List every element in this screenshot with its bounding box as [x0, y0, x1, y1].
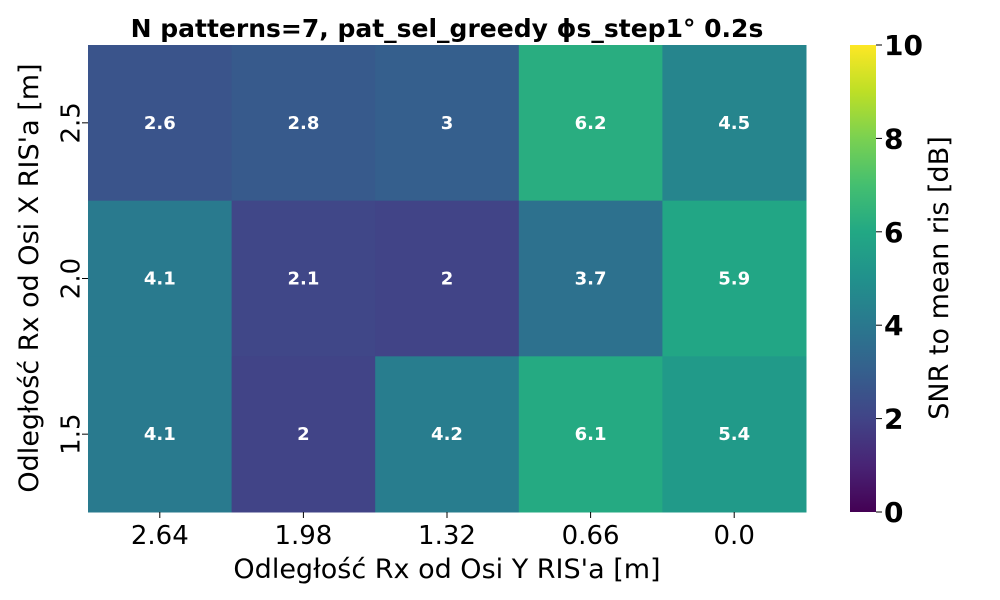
- cell-value-label: 6.2: [575, 113, 607, 134]
- x-axis-ticks: 2.64 1.98 1.32 0.66 0.0: [131, 512, 755, 551]
- cell-value-label: 4.5: [718, 113, 750, 134]
- heatmap-cell: [662, 200, 807, 357]
- chart-title: N patterns=7, pat_sel_greedy ϕs_step1° 0…: [131, 14, 764, 43]
- colorbar-tick-label: 6: [884, 216, 903, 249]
- y-tick-label: 2.0: [57, 258, 87, 299]
- y-tick-label: 2.5: [57, 102, 87, 143]
- heatmap-cells: 2.6 2.8 3 6.2 4.5 4.1 2.1 2 3.7 5.9 4.1 2 4.2 6.1 5.4: [88, 45, 807, 513]
- colorbar: [850, 45, 876, 512]
- cell-value-label: 3: [441, 113, 454, 134]
- x-tick-label: 1.98: [274, 521, 332, 551]
- cell-value-label: 3.7: [575, 269, 607, 290]
- x-tick-label: 1.32: [418, 521, 476, 551]
- heatmap-cell: [88, 200, 233, 357]
- cell-value-label: 5.4: [718, 424, 750, 445]
- colorbar-tick-label: 2: [884, 403, 903, 436]
- heatmap-cell: [231, 356, 376, 513]
- heatmap-cell: [518, 356, 663, 513]
- x-tick-label: 0.66: [562, 521, 620, 551]
- heatmap-cell: [88, 356, 233, 513]
- colorbar-ticks: 0 2 4 6 8 10: [876, 29, 923, 529]
- colorbar-tick-label: 10: [884, 29, 923, 62]
- cell-value-label: 5.9: [718, 269, 750, 290]
- heatmap-cell: [375, 200, 520, 357]
- y-axis-label: Odległość Rx od Osi X RIS'a [m]: [14, 63, 45, 492]
- heatmap-cell: [375, 45, 520, 202]
- colorbar-label: SNR to mean ris [dB]: [924, 136, 955, 420]
- heatmap-cell: [231, 200, 376, 357]
- colorbar-tick-label: 8: [884, 122, 903, 155]
- colorbar-tick-label: 0: [884, 496, 903, 529]
- heatmap-cell: [662, 45, 807, 202]
- cell-value-label: 2.6: [144, 113, 176, 134]
- cell-value-label: 4.2: [431, 424, 463, 445]
- heatmap-cell: [88, 45, 233, 202]
- heatmap-cell: [518, 200, 663, 357]
- cell-value-label: 2.8: [287, 113, 319, 134]
- heatmap-cell: [231, 45, 376, 202]
- x-tick-label: 0.0: [714, 521, 755, 551]
- cell-value-label: 4.1: [144, 269, 176, 290]
- cell-value-label: 2: [441, 269, 454, 290]
- heatmap-cell: [518, 45, 663, 202]
- colorbar-tick-label: 4: [884, 309, 903, 342]
- y-tick-label: 1.5: [57, 413, 87, 454]
- cell-value-label: 2: [297, 424, 310, 445]
- heatmap-cell: [375, 356, 520, 513]
- cell-value-label: 6.1: [575, 424, 607, 445]
- x-tick-label: 2.64: [131, 521, 189, 551]
- heatmap-cell: [662, 356, 807, 513]
- x-axis-label: Odległość Rx od Osi Y RIS'a [m]: [233, 554, 660, 585]
- y-axis-ticks: 2.5 2.0 1.5: [57, 102, 88, 455]
- cell-value-label: 2.1: [287, 269, 319, 290]
- cell-value-label: 4.1: [144, 424, 176, 445]
